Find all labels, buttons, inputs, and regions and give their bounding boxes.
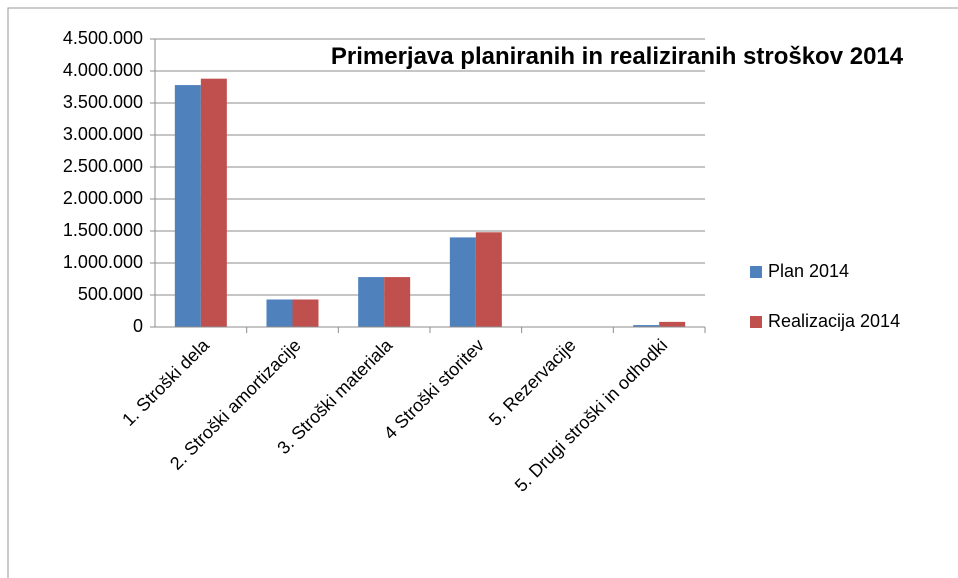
bar [449,237,476,327]
bar [659,321,686,327]
y-tick-label: 2.000.000 [63,188,143,208]
y-tick-label: 2.500.000 [63,156,143,176]
y-tick-label: 3.000.000 [63,124,143,144]
x-tick-label: 4 Stroški storitev [380,335,488,443]
y-tick-label: 1.500.000 [63,220,143,240]
y-tick-label: 1.000.000 [63,252,143,272]
y-tick-label: 0 [133,316,143,336]
x-tick-label: 5. Rezervacije [485,335,580,430]
y-tick-label: 500.000 [78,284,143,304]
bar [266,299,293,327]
bar [633,325,660,327]
legend-swatch [750,316,762,328]
chart-title: Primerjava planiranih in realiziranih st… [330,43,904,70]
legend-label: Plan 2014 [768,261,849,281]
bar [292,299,319,327]
bar [475,232,502,327]
chart-frame [7,7,958,578]
legend-label: Realizacija 2014 [768,311,900,331]
x-tick-label: 1. Stroški dela [118,334,213,429]
y-tick-label: 3.500.000 [63,92,143,112]
y-tick-label: 4.500.000 [63,28,143,48]
legend-swatch [750,266,762,278]
bar [358,277,385,327]
bar [174,85,201,327]
bar [200,78,227,328]
x-tick-label: 5. Drugi stroški in odhodki [511,335,672,496]
bar [384,277,411,327]
y-tick-label: 4.000.000 [63,60,143,80]
